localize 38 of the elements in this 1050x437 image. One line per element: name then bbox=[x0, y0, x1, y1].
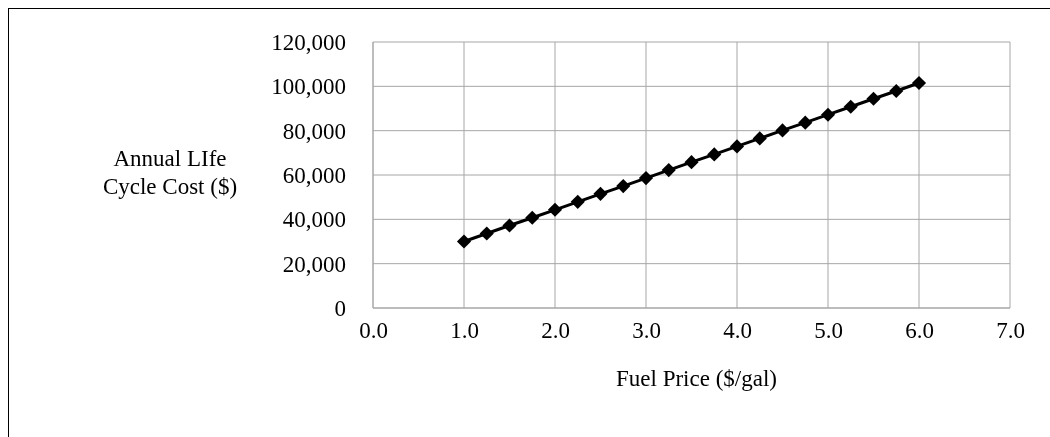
point bbox=[843, 99, 858, 114]
point bbox=[570, 194, 585, 209]
point bbox=[593, 186, 608, 201]
point bbox=[638, 171, 654, 186]
y-tick-label: 20,000 bbox=[282, 251, 346, 277]
y-tick-label: 100,000 bbox=[271, 74, 346, 100]
x-tick-label: 4.0 bbox=[723, 318, 752, 344]
point bbox=[616, 179, 631, 194]
y-tick-label: 80,000 bbox=[282, 118, 346, 144]
x-tick-label: 2.0 bbox=[541, 318, 570, 344]
x-tick-label: 6.0 bbox=[905, 318, 934, 344]
y-axis-title: Annual LIfe Cycle Cost ($) bbox=[102, 146, 238, 199]
y-tick-label: 120,000 bbox=[271, 29, 346, 55]
point bbox=[684, 155, 699, 170]
point bbox=[752, 131, 767, 146]
x-axis-title: Fuel Price ($/gal) bbox=[616, 366, 777, 391]
x-tick-label: 5.0 bbox=[814, 318, 843, 344]
y-tick-label: 40,000 bbox=[282, 207, 346, 233]
point bbox=[911, 75, 927, 91]
point bbox=[525, 210, 540, 225]
point bbox=[866, 91, 881, 106]
point bbox=[547, 202, 563, 217]
x-tick-label: 3.0 bbox=[632, 318, 661, 344]
point bbox=[798, 115, 813, 130]
point bbox=[729, 139, 745, 154]
x-tick-label: 7.0 bbox=[996, 318, 1025, 344]
x-tick-label: 1.0 bbox=[450, 318, 479, 344]
y-tick-label: 60,000 bbox=[282, 162, 346, 188]
x-tick-label: 0.0 bbox=[359, 318, 388, 344]
point bbox=[775, 123, 790, 138]
point bbox=[707, 147, 722, 162]
y-tick-label: 0 bbox=[334, 295, 346, 321]
point bbox=[661, 163, 676, 178]
point bbox=[502, 218, 517, 233]
point bbox=[889, 83, 904, 99]
point bbox=[820, 107, 836, 122]
point bbox=[456, 234, 472, 249]
point bbox=[479, 226, 494, 241]
